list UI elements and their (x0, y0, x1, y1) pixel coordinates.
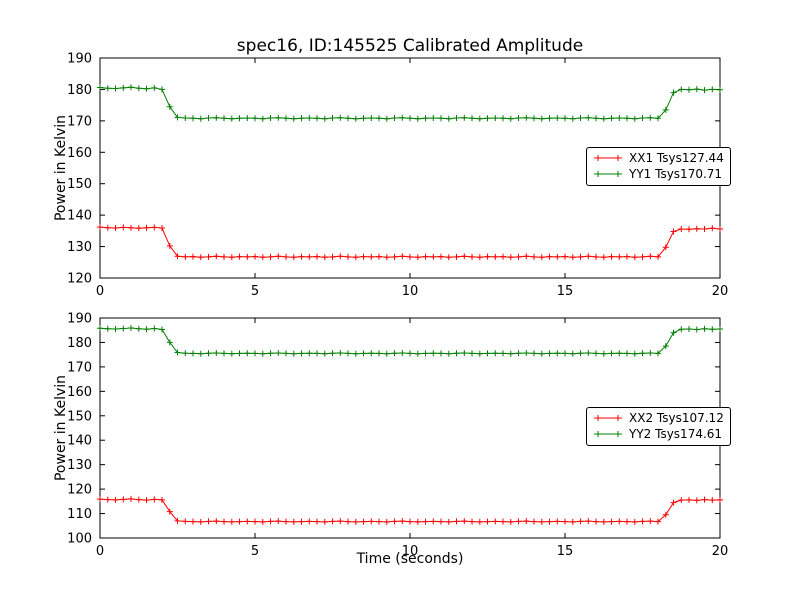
y-tick-label: 170 (67, 114, 92, 129)
y-tick-label: 140 (67, 209, 92, 224)
page-title: spec16, ID:145525 Calibrated Amplitude (236, 36, 584, 56)
series-markers (97, 224, 723, 261)
y-tick-label: 150 (67, 177, 92, 192)
y-tick-label: 190 (67, 312, 92, 327)
y-axis-label-bottom: Power in Kelvin (53, 374, 69, 482)
x-tick-label: 15 (557, 284, 574, 299)
y-tick-label: 190 (67, 52, 92, 67)
y-tick-label: 160 (67, 146, 92, 161)
x-tick-label: 20 (712, 284, 729, 299)
legend-line-sample-yy1 (594, 171, 622, 177)
series-markers (97, 84, 723, 122)
y-tick-label: 120 (67, 272, 92, 287)
y-tick-label: 130 (67, 240, 92, 255)
series-line (99, 327, 721, 355)
y-tick-label: 170 (67, 360, 92, 375)
legend-line-sample-yy2 (594, 431, 622, 437)
x-tick-label: 10 (402, 544, 419, 559)
y-tick-label: 160 (67, 385, 92, 400)
legend-entry-yy1: YY1 Tsys170.71 (593, 167, 724, 181)
x-tick-label: 20 (712, 544, 729, 559)
y-tick-label: 120 (67, 483, 92, 498)
x-tick-label: 5 (251, 284, 259, 299)
legend-entry-xx2: XX2 Tsys107.12 (593, 411, 724, 425)
y-axis-label-top: Power in Kelvin (53, 114, 69, 222)
y-tick-label: 100 (67, 532, 92, 547)
legend-entry-yy2: YY2 Tsys174.61 (593, 427, 724, 441)
y-tick-label: 150 (67, 409, 92, 424)
x-tick-label: 5 (251, 544, 259, 559)
series-line (99, 498, 721, 523)
series-markers (97, 495, 723, 525)
legend-top: XX1 Tsys127.44 YY1 Tsys170.71 (586, 147, 731, 186)
series-line (99, 86, 721, 120)
x-axis-label: Time (seconds) (356, 551, 464, 567)
x-tick-label: 0 (96, 284, 104, 299)
x-tick-label: 0 (96, 544, 104, 559)
legend-entry-xx1: XX1 Tsys127.44 (593, 151, 724, 165)
y-tick-label: 130 (67, 458, 92, 473)
legend-line-sample-xx1 (594, 155, 622, 161)
series-markers (97, 325, 723, 357)
legend-bottom: XX2 Tsys107.12 YY2 Tsys174.61 (586, 407, 731, 446)
legend-label-yy1: YY1 Tsys170.71 (629, 167, 723, 181)
legend-label-xx1: XX1 Tsys127.44 (629, 151, 724, 165)
legend-label-yy2: YY2 Tsys174.61 (629, 427, 723, 441)
legend-line-sample-xx2 (594, 415, 622, 421)
legend-label-xx2: XX2 Tsys107.12 (629, 411, 724, 425)
y-tick-label: 180 (67, 336, 92, 351)
y-tick-label: 140 (67, 434, 92, 449)
y-tick-label: 110 (67, 507, 92, 522)
y-tick-label: 180 (67, 83, 92, 98)
x-tick-label: 10 (402, 284, 419, 299)
series-line (99, 226, 721, 258)
x-tick-label: 15 (557, 544, 574, 559)
